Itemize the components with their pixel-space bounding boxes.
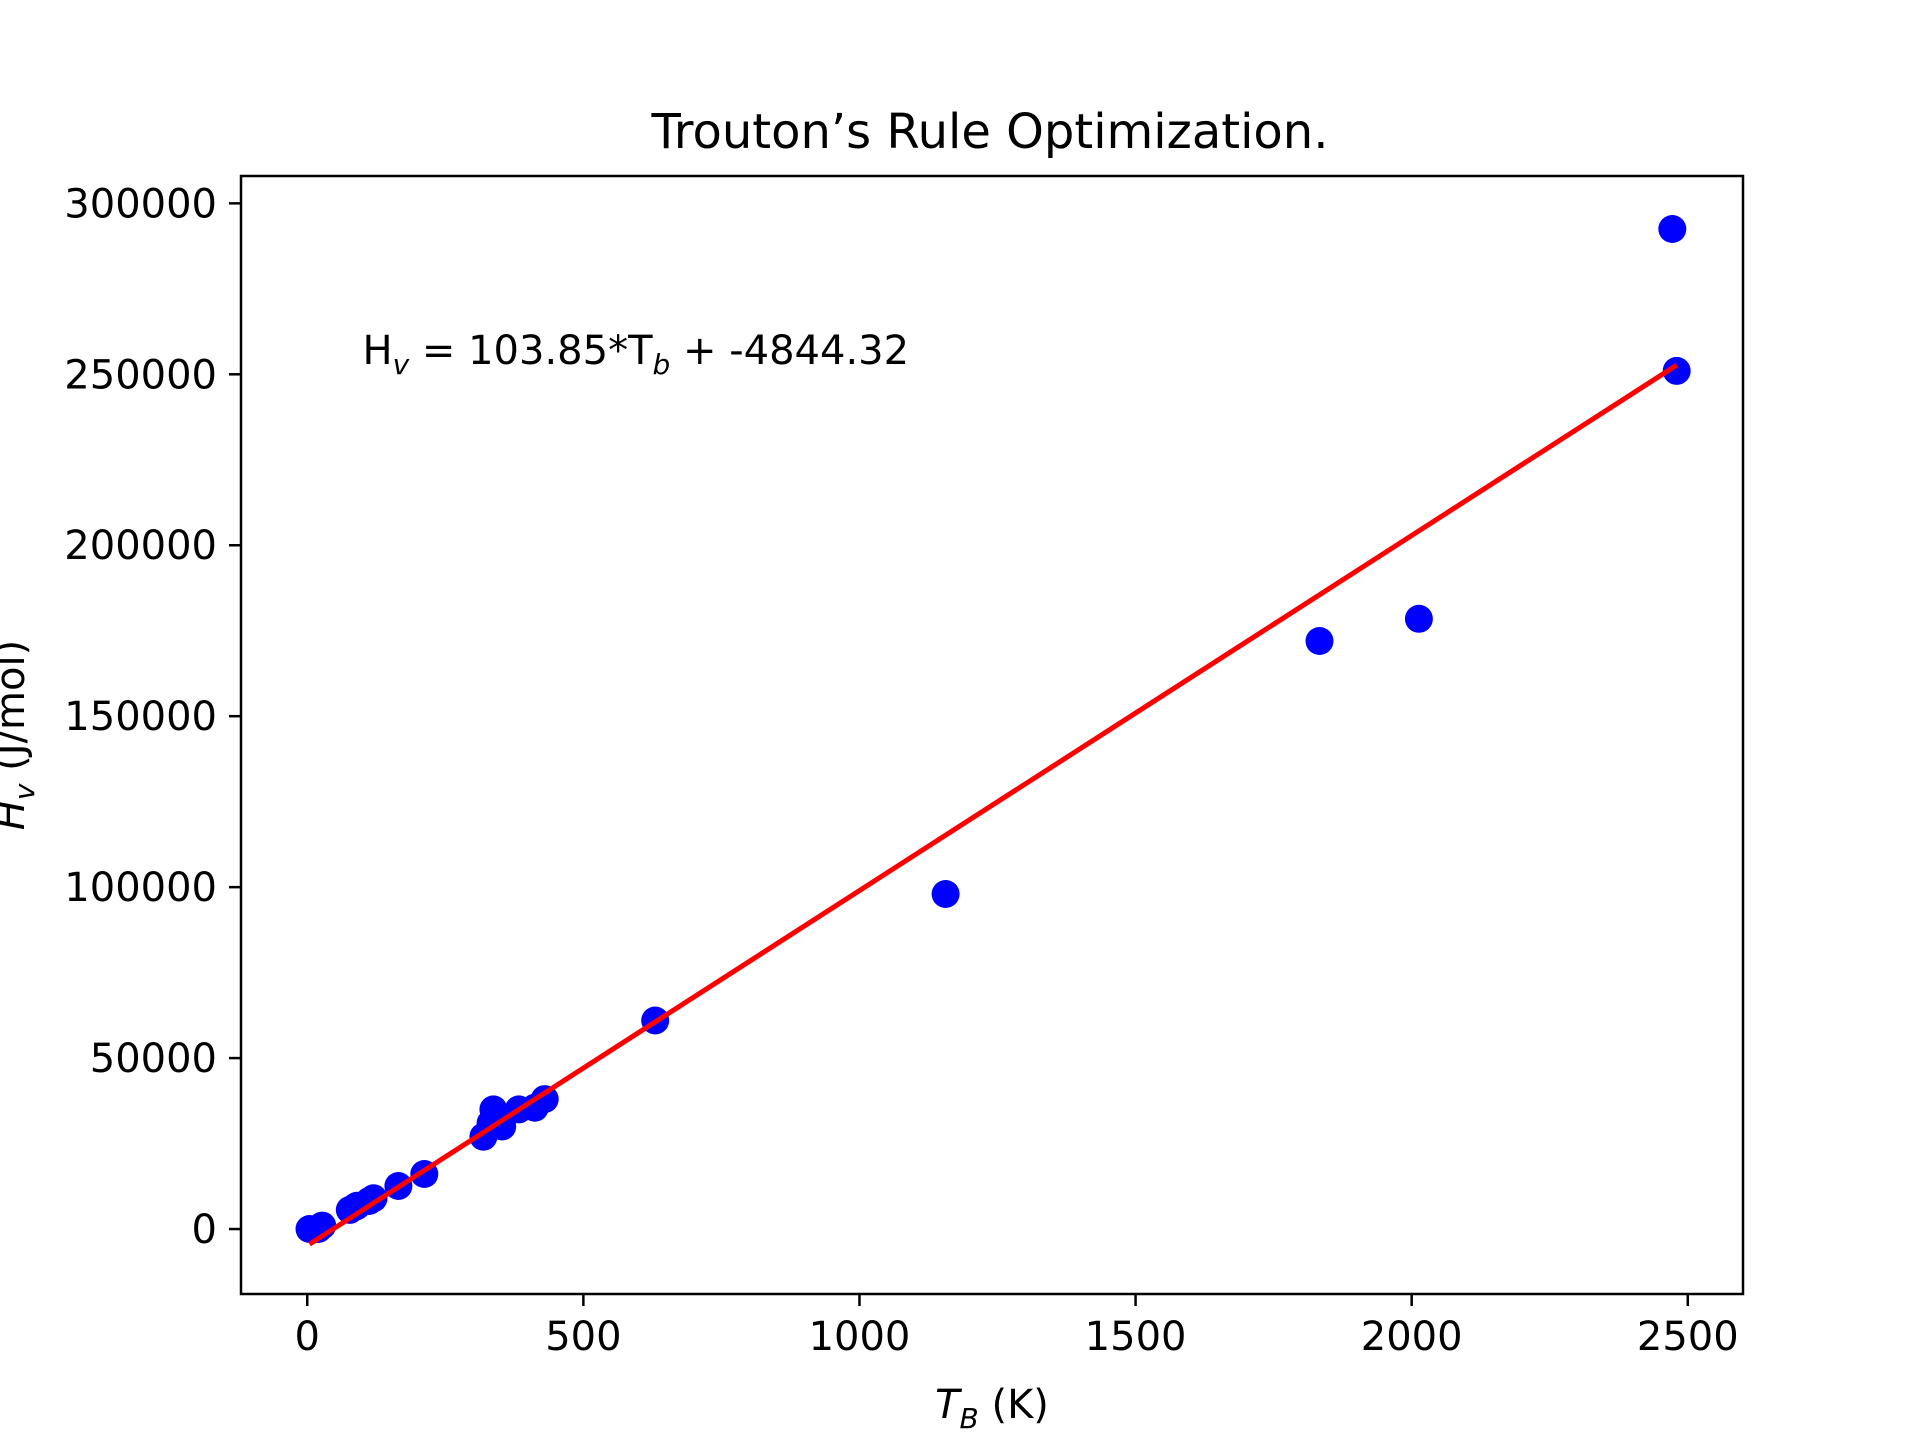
y-axis-label: Hv (J/mol): [0, 640, 41, 830]
plot-area: [295, 215, 1691, 1247]
y-tick-label: 100000: [64, 865, 217, 911]
data-point: [1404, 604, 1433, 633]
x-tick-label: 1000: [809, 1314, 911, 1360]
y-tick-label: 0: [192, 1207, 217, 1253]
x-axis-label: TB (K): [935, 1382, 1049, 1435]
y-tick-label: 250000: [64, 352, 217, 398]
fit-line: [308, 362, 1679, 1247]
x-tick-label: 2000: [1361, 1314, 1463, 1360]
y-tick-label: 150000: [64, 694, 217, 740]
x-tick-label: 2500: [1637, 1314, 1739, 1360]
y-tick-label: 300000: [64, 181, 217, 227]
data-point: [1658, 215, 1687, 243]
x-axis: 0 500 1000 1500 2000 2500: [295, 1294, 1739, 1360]
annotation-text: + -4844.32: [670, 328, 909, 374]
annotation-text: = 103.85*T: [409, 328, 653, 374]
fit-equation-annotation: Hv = 103.85*Tb + -4844.32: [363, 328, 910, 381]
x-axis-label-suffix: (K): [979, 1382, 1049, 1428]
x-tick-label: 500: [545, 1314, 621, 1360]
annotation-text: H: [363, 328, 393, 374]
x-tick-label: 1500: [1085, 1314, 1187, 1360]
data-point: [1662, 356, 1691, 385]
data-point: [530, 1085, 559, 1114]
x-tick-label: 0: [295, 1314, 320, 1360]
y-tick-label: 200000: [64, 523, 217, 569]
y-axis-label-suffix: (J/mol): [0, 640, 34, 784]
chart-title: Trouton’s Rule Optimization.: [651, 104, 1329, 160]
y-tick-label: 50000: [90, 1036, 217, 1082]
data-point: [1305, 627, 1334, 655]
annotation-subscript: b: [653, 348, 671, 381]
y-axis-label-sub: v: [8, 783, 41, 800]
x-axis-label-sub: B: [960, 1402, 979, 1435]
annotation-subscript: v: [393, 348, 410, 381]
y-axis-label-main: H: [0, 800, 34, 830]
y-axis: 0 50000 100000 150000 200000 250000 300000: [64, 181, 241, 1253]
x-axis-label-main: T: [935, 1382, 963, 1428]
axes-frame: [239, 174, 1745, 1296]
data-point: [931, 880, 960, 908]
